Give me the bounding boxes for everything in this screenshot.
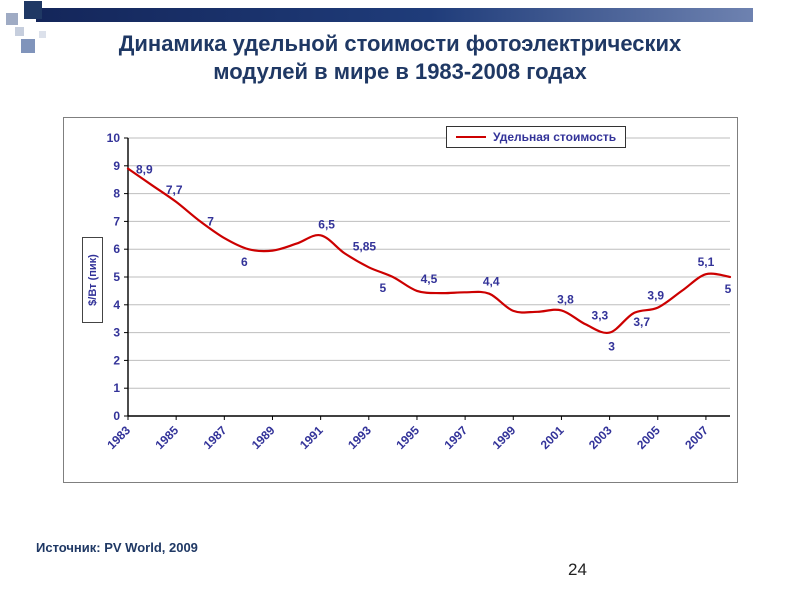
x-tick-label: 1999 [490,423,519,452]
slide-title-line1: Динамика удельной стоимости фотоэлектрич… [118,31,682,56]
x-tick-label: 1983 [104,423,133,452]
y-tick-label: 0 [113,409,120,423]
x-tick-label: 1985 [152,423,181,452]
decoration-square [15,27,24,36]
data-label: 4,4 [483,275,500,289]
y-tick-label: 8 [113,187,120,201]
x-tick-label: 2007 [682,423,711,452]
data-label: 3,9 [647,289,664,303]
y-tick-label: 3 [113,326,120,340]
data-label: 6,5 [318,217,335,231]
decoration-square [39,31,46,38]
header-banner-bar [36,8,753,22]
x-tick-label: 1993 [345,423,374,452]
y-tick-label: 10 [107,131,121,145]
data-label: 3,3 [592,308,609,322]
chart-svg: 0 1 2 3 4 5 6 7 8 9 10 1983 1985 1987 1989 1991 1993 1995… [104,131,732,452]
y-tick-label: 7 [113,214,120,228]
data-label: 5 [725,282,732,296]
data-label: 3 [608,340,615,354]
x-tick-label: 1997 [441,423,470,452]
x-tick-label: 2003 [586,423,615,452]
legend-series-label: Удельная стоимость [493,130,617,144]
data-label: 8,9 [136,163,153,177]
y-tick-label: 9 [113,159,120,173]
chart-legend: Удельная стоимость [446,126,627,148]
decoration-square [21,39,35,53]
y-tick-label: 6 [113,242,120,256]
x-tick-label: 1989 [249,423,278,452]
data-label: 6 [241,255,248,269]
y-tick-label: 1 [113,381,120,395]
x-tick-label: 2005 [634,423,663,452]
y-tick-label: 2 [113,353,120,367]
data-label: 3,7 [633,315,650,329]
data-label: 7,7 [166,183,183,197]
series-line [126,167,732,335]
legend-marker-line [456,136,486,138]
data-label: 4,5 [421,272,438,286]
data-label: 3,8 [557,292,574,306]
slide-title-line2: модулей в мире в 1983-2008 годах [213,58,587,84]
data-label: 7 [207,214,214,228]
chart-area: 0 1 2 3 4 5 6 7 8 9 10 1983 1985 1987 1989 1991 1993 1995… [63,117,738,483]
source-note: Источник: PV World, 2009 [36,540,198,555]
data-label: 5,85 [353,239,377,253]
y-axis-title: $/Вт (пик) [86,254,99,306]
x-tick-label: 1995 [393,423,422,452]
y-tick-label: 4 [113,298,120,312]
x-tick-label: 2001 [538,423,567,452]
y-tick-label: 5 [113,270,120,284]
y-axis-title-box: $/Вт (пик) [82,237,103,323]
data-label: 5 [380,281,387,295]
x-tick-label: 1991 [297,423,326,452]
decoration-square [24,1,42,19]
slide-title: Динамика удельной стоимости фотоэлектрич… [40,30,760,86]
page-number: 24 [568,560,587,579]
data-label: 5,1 [698,255,715,269]
x-tick-label: 1987 [201,423,230,452]
decoration-square [6,13,18,25]
